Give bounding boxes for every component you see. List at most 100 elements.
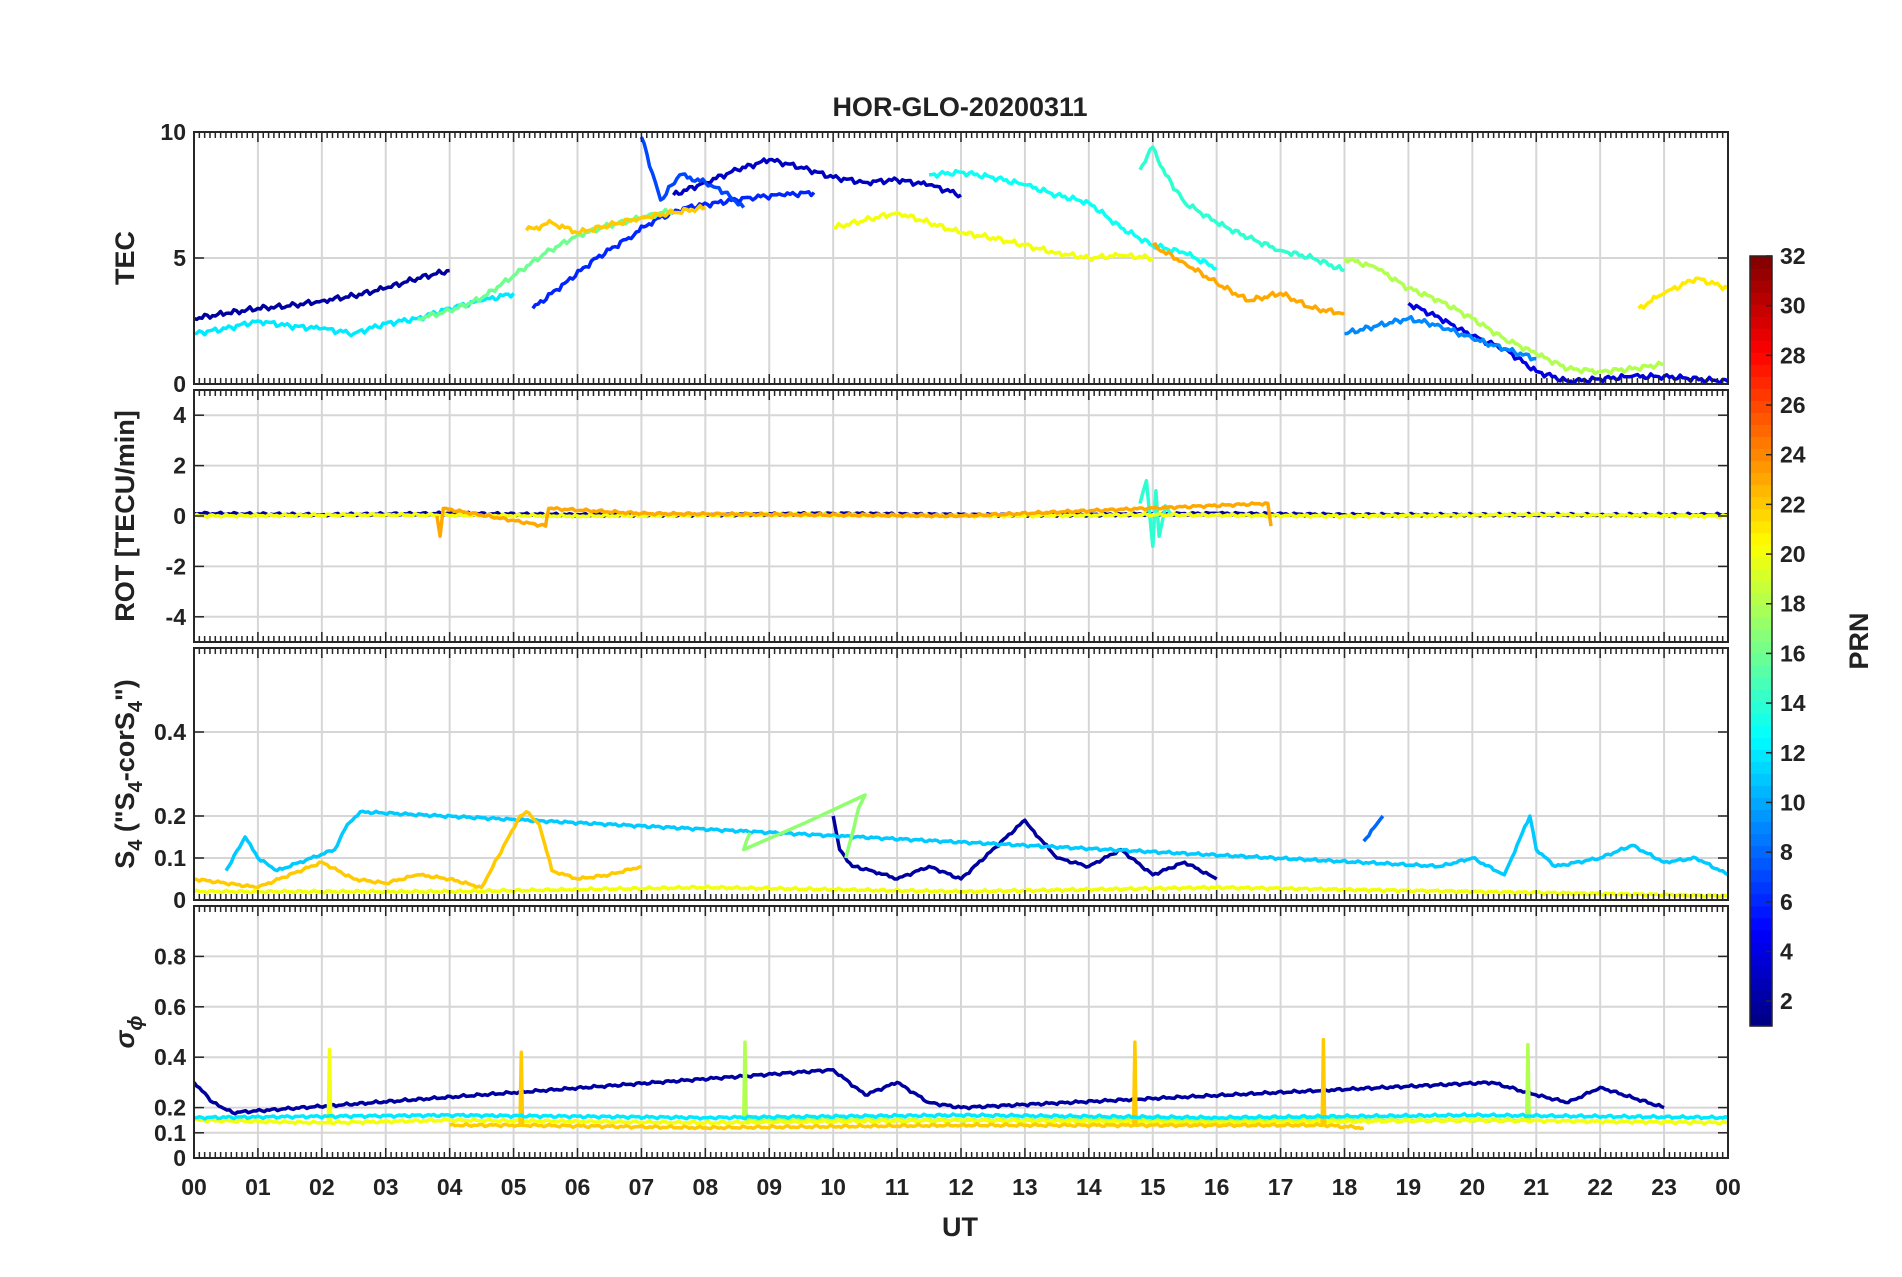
series-prn-22 xyxy=(194,810,642,890)
colorbar-segment xyxy=(1750,580,1772,594)
panel-s4: 00.10.20.4S4 ("S4-corS4") xyxy=(110,647,1729,913)
x-axis-label: UT xyxy=(942,1212,978,1242)
panel-tec: 0 5 10 TEC xyxy=(110,119,1729,397)
y-axis-label: TEC xyxy=(110,231,140,285)
colorbar-tick-label: 8 xyxy=(1780,839,1793,865)
plot-frame xyxy=(193,647,1729,901)
colorbar-tick-label: 24 xyxy=(1780,442,1806,468)
colorbar-segment xyxy=(1750,677,1772,690)
colorbar-segment xyxy=(1750,508,1772,522)
x-tick-label: 00 xyxy=(181,1174,207,1200)
x-axis-tick-labels: 00 01 02 03 04 05 06 07 08 09 10 11 12 13 14 15 16 17 18 19… xyxy=(181,1174,1741,1200)
series-prn-23 xyxy=(1151,242,1345,316)
x-tick-label: 04 xyxy=(437,1174,463,1200)
y-axis-label-part: 4 xyxy=(125,700,147,712)
series-prn-2 xyxy=(831,815,1218,881)
colorbar-segment xyxy=(1750,917,1772,931)
colorbar-segment xyxy=(1750,857,1772,871)
colorbar-segment xyxy=(1750,821,1772,835)
y-axis-label-part: 4 xyxy=(125,839,147,851)
colorbar-tick-label: 20 xyxy=(1780,541,1806,567)
x-tick-label: 02 xyxy=(309,1174,335,1200)
x-tick-label: 19 xyxy=(1396,1174,1422,1200)
x-tick-label: 22 xyxy=(1587,1174,1613,1200)
colorbar-segment xyxy=(1750,653,1772,666)
colorbar-segment xyxy=(1750,448,1772,462)
x-tick-label: 05 xyxy=(501,1174,527,1200)
colorbar-tick-label: 16 xyxy=(1780,640,1806,666)
x-tick-label: 10 xyxy=(820,1174,846,1200)
series-prn-13 xyxy=(928,168,1218,271)
colorbar-label: PRN xyxy=(1844,612,1874,669)
colorbar-segment xyxy=(1750,460,1772,474)
x-tick-label: 00 xyxy=(1715,1174,1741,1200)
y-axis-label: S4 ("S4-corS4") xyxy=(110,679,147,869)
plot-frame xyxy=(193,905,1729,1159)
y-tick-label: 5 xyxy=(173,245,186,271)
colorbar-segment xyxy=(1750,424,1772,438)
chart-title: HOR-GLO-20200311 xyxy=(832,92,1087,122)
y-tick-label: 0.1 xyxy=(154,1120,186,1146)
colorbar-segment xyxy=(1750,556,1772,570)
colorbar-tick-label: 10 xyxy=(1780,789,1806,815)
y-tick-label: 0.2 xyxy=(154,803,186,829)
colorbar-segment xyxy=(1750,965,1772,979)
series-prn-20 xyxy=(833,210,1154,263)
series-prn-3 xyxy=(671,157,962,199)
colorbar-segment xyxy=(1750,280,1772,293)
colorbar-tick-label: 22 xyxy=(1780,491,1806,517)
colorbar-segment xyxy=(1750,376,1772,389)
series-prn-2 xyxy=(194,268,450,322)
colorbar-tick-label: 14 xyxy=(1780,690,1806,716)
x-tick-label: 14 xyxy=(1076,1174,1102,1200)
x-tick-label: 08 xyxy=(693,1174,719,1200)
series-prn-11 xyxy=(224,809,1728,877)
colorbar-segment xyxy=(1750,544,1772,558)
colorbar-tick-label: 32 xyxy=(1780,243,1806,269)
y-tick-label: 0.4 xyxy=(154,719,186,745)
colorbar-segment xyxy=(1750,725,1772,738)
colorbar-segment xyxy=(1750,905,1772,919)
colorbar-segment xyxy=(1750,472,1772,486)
x-tick-label: 03 xyxy=(373,1174,399,1200)
plot-frame xyxy=(193,389,1729,643)
colorbar-tick-label: 12 xyxy=(1780,740,1806,766)
x-tick-label: 06 xyxy=(565,1174,591,1200)
colorbar-frame xyxy=(1749,255,1773,1027)
colorbar-segment xyxy=(1750,328,1772,341)
colorbar-tick-label: 30 xyxy=(1780,293,1806,319)
x-tick-label: 17 xyxy=(1268,1174,1294,1200)
x-tick-label: 21 xyxy=(1523,1174,1549,1200)
series-prn-22 xyxy=(524,203,706,235)
colorbar-segment xyxy=(1750,641,1772,654)
colorbar-segment xyxy=(1750,628,1772,642)
panel-rot: -4 -2 0 2 4 ROT [TECU/min] xyxy=(110,389,1729,643)
plot-frame xyxy=(193,131,1729,385)
colorbar-segment xyxy=(1750,785,1772,799)
series-prn-7 xyxy=(639,136,746,209)
colorbar-segment xyxy=(1750,893,1772,907)
y-tick-label: 4 xyxy=(173,402,186,428)
x-tick-label: 12 xyxy=(948,1174,974,1200)
series-prn-18 xyxy=(1343,256,1665,376)
colorbar-segment xyxy=(1750,268,1772,281)
colorbar-segment xyxy=(1750,592,1772,606)
series-group xyxy=(194,478,1728,548)
colorbar-segment xyxy=(1750,340,1772,353)
series-prn-20 xyxy=(194,1047,1728,1126)
colorbar-segment xyxy=(1750,292,1772,305)
y-tick-label: 0 xyxy=(173,371,186,397)
colorbar-segment xyxy=(1750,737,1772,750)
x-tick-label: 18 xyxy=(1332,1174,1358,1200)
x-tick-label: 20 xyxy=(1460,1174,1486,1200)
colorbar-segment xyxy=(1750,388,1772,401)
series-prn-23 xyxy=(435,501,1273,538)
colorbar-segment xyxy=(1750,809,1772,823)
colorbar-segment xyxy=(1750,845,1772,859)
colorbar-segment xyxy=(1750,665,1772,678)
x-tick-label: 13 xyxy=(1012,1174,1038,1200)
colorbar-segment xyxy=(1750,568,1772,582)
y-tick-label: 0.6 xyxy=(154,994,186,1020)
colorbar-segment xyxy=(1750,989,1772,1003)
